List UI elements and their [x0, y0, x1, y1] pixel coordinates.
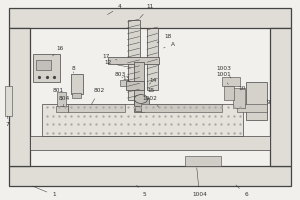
- Text: 804: 804: [59, 97, 70, 107]
- Bar: [108, 57, 159, 64]
- Text: 1003: 1003: [216, 66, 231, 78]
- Circle shape: [134, 95, 148, 103]
- Text: 17: 17: [103, 53, 117, 60]
- Bar: [9, 8, 291, 28]
- Text: 1001: 1001: [216, 72, 231, 85]
- Text: 18: 18: [157, 34, 172, 43]
- Text: 12: 12: [104, 60, 131, 67]
- Bar: [30, 136, 270, 150]
- Text: A: A: [164, 42, 175, 48]
- Bar: [224, 86, 234, 100]
- Bar: [270, 28, 291, 166]
- Text: 1004: 1004: [192, 168, 207, 198]
- Bar: [56, 106, 68, 112]
- Text: 1: 1: [33, 186, 56, 198]
- Bar: [128, 20, 140, 100]
- Text: 6: 6: [236, 185, 248, 198]
- Bar: [237, 104, 267, 112]
- Bar: [68, 104, 124, 112]
- Bar: [222, 77, 240, 86]
- Bar: [120, 80, 130, 86]
- Bar: [246, 82, 267, 120]
- Bar: [57, 92, 66, 106]
- Text: 801: 801: [53, 88, 64, 100]
- Text: 9: 9: [267, 100, 270, 106]
- Bar: [70, 74, 83, 94]
- Bar: [147, 28, 158, 90]
- Bar: [72, 93, 81, 98]
- Text: 4: 4: [107, 4, 122, 15]
- Text: 10: 10: [239, 86, 246, 91]
- Bar: [126, 81, 144, 90]
- Text: 1002: 1002: [142, 96, 159, 107]
- Text: 15: 15: [145, 88, 155, 96]
- Bar: [33, 54, 60, 82]
- Bar: [141, 104, 222, 112]
- Bar: [134, 98, 148, 106]
- Text: 13: 13: [122, 76, 130, 82]
- Text: 7: 7: [6, 116, 9, 127]
- Bar: [9, 28, 30, 166]
- Bar: [134, 62, 144, 112]
- Bar: [4, 86, 12, 116]
- Text: 8: 8: [72, 66, 75, 73]
- Text: 16: 16: [52, 46, 64, 56]
- Text: 11: 11: [140, 4, 154, 18]
- Text: 803: 803: [114, 72, 126, 78]
- Bar: [36, 60, 51, 70]
- Text: 5: 5: [137, 185, 146, 198]
- Bar: [232, 88, 244, 108]
- Bar: [42, 104, 243, 136]
- Bar: [135, 106, 147, 111]
- Text: 802: 802: [92, 88, 105, 105]
- Text: 14: 14: [149, 78, 157, 84]
- Bar: [9, 166, 291, 186]
- Bar: [184, 156, 220, 166]
